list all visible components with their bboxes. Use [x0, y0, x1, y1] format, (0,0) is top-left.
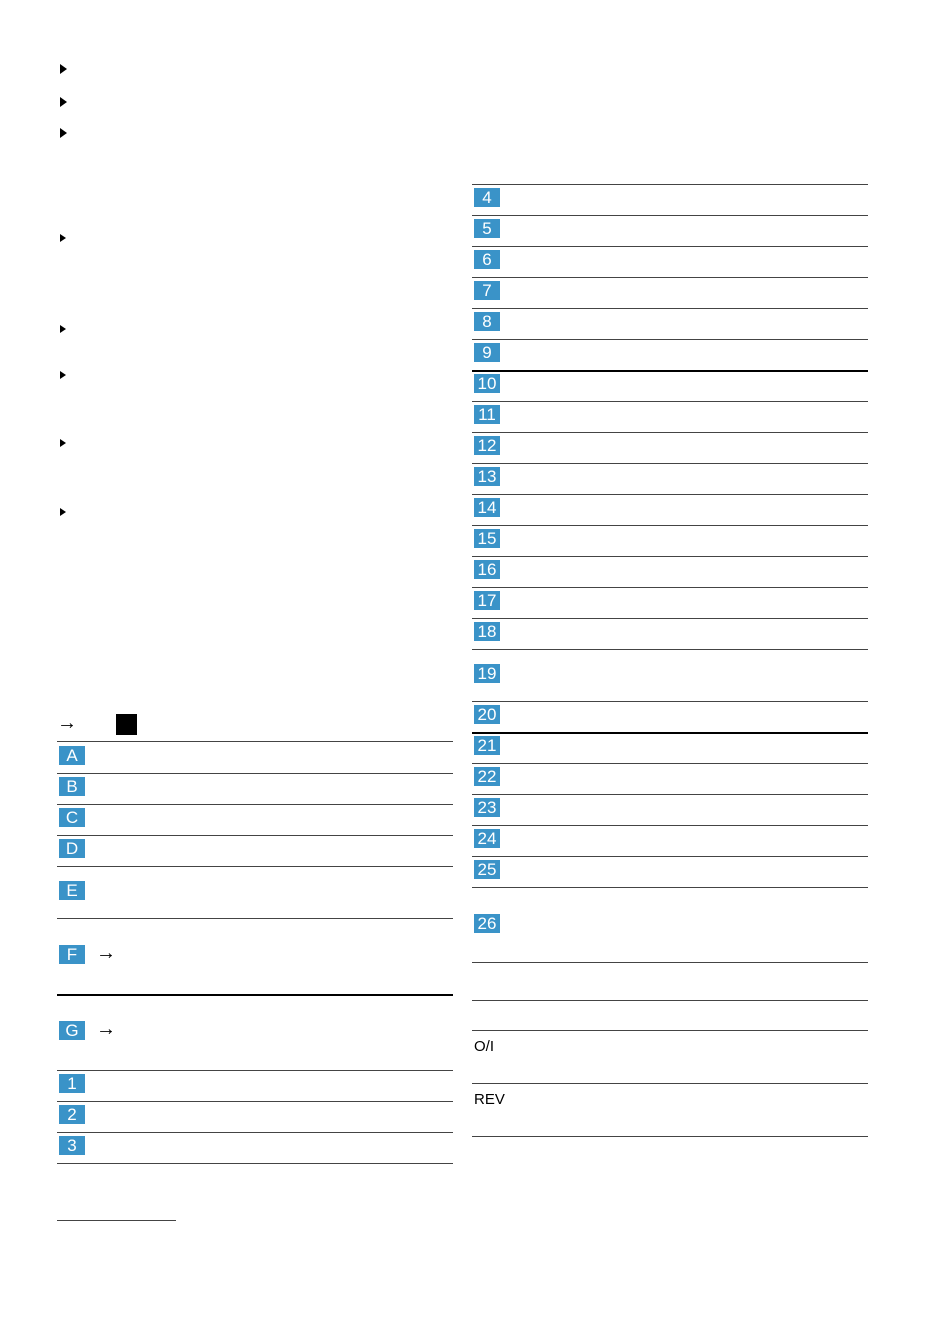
rule	[57, 1132, 453, 1133]
label-tag: 25	[474, 860, 500, 879]
rule	[57, 866, 453, 867]
label-tag: 21	[474, 736, 500, 755]
rule	[472, 587, 868, 588]
rule	[472, 618, 868, 619]
label-tag: 20	[474, 705, 500, 724]
label-tag: 16	[474, 560, 500, 579]
row-arrow: →	[96, 942, 116, 964]
rule	[472, 763, 868, 764]
rule	[472, 494, 868, 495]
bullet	[60, 97, 67, 107]
label-tag: 7	[474, 281, 500, 300]
label-tag: 5	[474, 219, 500, 238]
bullet	[60, 325, 66, 333]
label-tag: B	[59, 777, 85, 796]
rule	[472, 215, 868, 216]
rule	[472, 308, 868, 309]
bullet	[60, 508, 66, 516]
rule	[472, 463, 868, 464]
label-tag: 13	[474, 467, 500, 486]
rule	[472, 856, 868, 857]
black-square	[116, 714, 137, 735]
rule	[472, 794, 868, 795]
label-tag: 1	[59, 1074, 85, 1093]
bullet	[60, 128, 67, 138]
rule	[472, 246, 868, 247]
row-arrow: →	[96, 1018, 116, 1040]
rule	[472, 1000, 868, 1001]
rule	[472, 525, 868, 526]
rule	[472, 825, 868, 826]
label-tag: 2	[59, 1105, 85, 1124]
label-tag: D	[59, 839, 85, 858]
label-tag: 26	[474, 913, 500, 933]
label-tag: 12	[474, 436, 500, 455]
label-tag: E	[59, 881, 85, 900]
rule	[472, 1083, 868, 1084]
rule	[57, 1101, 453, 1102]
rule	[472, 401, 868, 402]
label-tag: 17	[474, 591, 500, 610]
label-tag: 3	[59, 1136, 85, 1155]
symbol: O/I	[474, 1038, 495, 1055]
label-tag: C	[59, 808, 85, 827]
label-tag: 24	[474, 829, 500, 848]
label-tag: 14	[474, 498, 500, 517]
rule	[472, 184, 868, 185]
label-tag: 6	[474, 250, 500, 269]
symbol: REV	[474, 1091, 505, 1108]
rule	[472, 701, 868, 702]
label-tag: 8	[474, 312, 500, 331]
label-tag: 10	[474, 374, 500, 393]
bullet	[60, 64, 67, 74]
rule	[472, 339, 868, 340]
label-tag: 9	[474, 343, 500, 362]
bullet	[60, 371, 66, 379]
rule	[57, 804, 453, 805]
bullet	[60, 439, 66, 447]
rule	[57, 835, 453, 836]
label-tag: 11	[474, 405, 500, 424]
rule	[472, 649, 868, 650]
label-tag: 18	[474, 622, 500, 641]
rule	[57, 741, 453, 742]
rule	[472, 732, 868, 734]
rule	[472, 1136, 868, 1137]
rule	[472, 432, 868, 433]
label-tag: A	[59, 746, 85, 765]
rule	[472, 556, 868, 557]
label-tag: 23	[474, 798, 500, 817]
label-tag: G	[59, 1021, 85, 1040]
footnote-rule	[57, 1220, 176, 1221]
rule	[472, 277, 868, 278]
rule	[472, 370, 868, 372]
rule	[57, 773, 453, 774]
label-tag: 22	[474, 767, 500, 786]
rule	[472, 1030, 868, 1031]
bullet	[60, 234, 66, 242]
label-tag: F	[59, 945, 85, 964]
rule	[57, 918, 453, 919]
rule	[472, 962, 868, 963]
header-arrow: →	[57, 712, 77, 734]
rule	[472, 887, 868, 888]
rule	[57, 994, 453, 996]
rule	[57, 1163, 453, 1164]
label-tag: 19	[474, 664, 500, 683]
rule	[57, 1070, 453, 1071]
label-tag: 4	[474, 188, 500, 207]
label-tag: 15	[474, 529, 500, 548]
